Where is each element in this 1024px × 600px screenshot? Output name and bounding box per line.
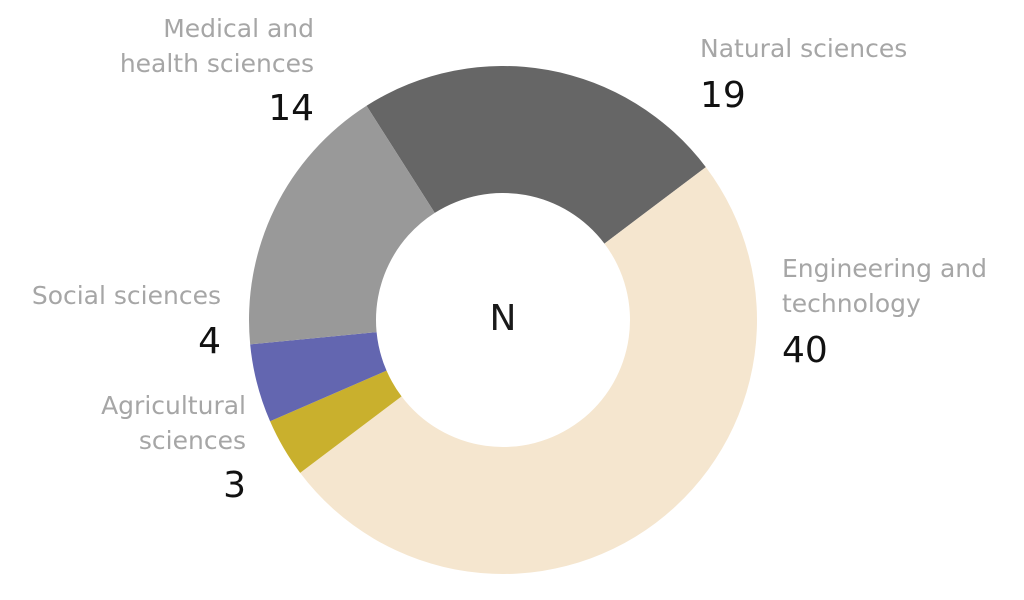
category-label-engineering-and-technology-line1: Engineering and bbox=[782, 254, 987, 283]
slice-social-sciences bbox=[250, 332, 387, 422]
value-label-natural-sciences: 19 bbox=[700, 75, 746, 116]
value-label-engineering-and-technology: 40 bbox=[782, 330, 828, 371]
category-label-medical-and-health-sciences-line2: health sciences bbox=[120, 49, 314, 78]
slices-group bbox=[249, 66, 757, 574]
center-label: N bbox=[490, 298, 517, 339]
value-label-social-sciences: 4 bbox=[198, 321, 221, 362]
category-label-medical-and-health-sciences-line1: Medical and bbox=[163, 14, 314, 43]
category-label-natural-sciences: Natural sciences bbox=[700, 34, 907, 63]
value-label-agricultural-sciences: 3 bbox=[223, 465, 246, 506]
value-label-medical-and-health-sciences: 14 bbox=[268, 88, 314, 129]
slice-natural-sciences bbox=[366, 66, 706, 244]
labels-group: Natural sciences 19 Engineering and technol… bbox=[32, 14, 987, 506]
slice-medical-and-health-sciences bbox=[249, 105, 435, 345]
category-label-social-sciences: Social sciences bbox=[32, 281, 221, 310]
category-label-engineering-and-technology-line2: technology bbox=[782, 289, 921, 318]
slice-engineering-and-technology bbox=[300, 167, 757, 574]
category-label-agricultural-sciences-line1: Agricultural bbox=[101, 391, 246, 420]
category-label-agricultural-sciences-line2: sciences bbox=[139, 426, 246, 455]
slice-agricultural-sciences bbox=[270, 370, 402, 473]
